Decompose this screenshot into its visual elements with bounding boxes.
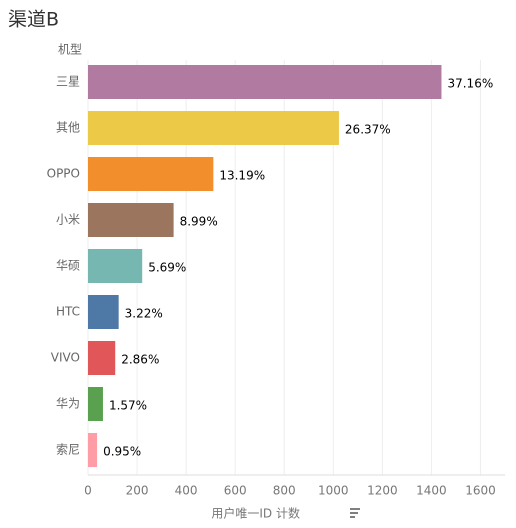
bar [88,249,143,283]
bar [88,65,442,99]
bar [88,387,103,421]
y-tick-label: 小米 [56,213,80,227]
chart-title: 渠道B [8,9,59,31]
bar [88,341,116,375]
y-tick-label: VIVO [51,351,80,365]
bar [88,203,174,237]
value-label: 2.86% [121,353,159,367]
x-tick-label: 800 [273,484,296,498]
value-label: 26.37% [345,123,391,137]
x-tick-label: 1200 [367,484,398,498]
y-axis-label: 机型 [58,43,82,57]
y-tick-label: 其他 [56,121,80,135]
x-tick-label: 600 [224,484,247,498]
x-tick-label: 1000 [318,484,349,498]
sort-icon[interactable] [350,508,360,518]
value-label: 37.16% [447,77,493,91]
y-tick-label: 华为 [56,397,80,411]
bar [88,111,339,145]
value-label: 1.57% [109,399,147,413]
y-tick-label: OPPO [47,167,80,181]
value-label: 5.69% [148,261,186,275]
y-tick-label: HTC [56,305,80,319]
y-tick-label: 三星 [56,75,80,89]
x-tick-label: 0 [84,484,92,498]
value-label: 0.95% [103,445,141,459]
x-axis-label: 用户唯一ID 计数 [211,506,300,521]
x-tick-label: 400 [175,484,198,498]
x-tick-label: 200 [126,484,149,498]
value-label: 3.22% [125,307,163,321]
value-label: 13.19% [219,169,265,183]
y-tick-label: 华硕 [56,259,80,273]
bar [88,295,119,329]
x-tick-label: 1400 [416,484,447,498]
y-tick-label: 索尼 [56,443,80,457]
bar [88,433,98,467]
x-tick-label: 1600 [465,484,496,498]
value-label: 8.99% [180,215,218,229]
bar [88,157,214,191]
